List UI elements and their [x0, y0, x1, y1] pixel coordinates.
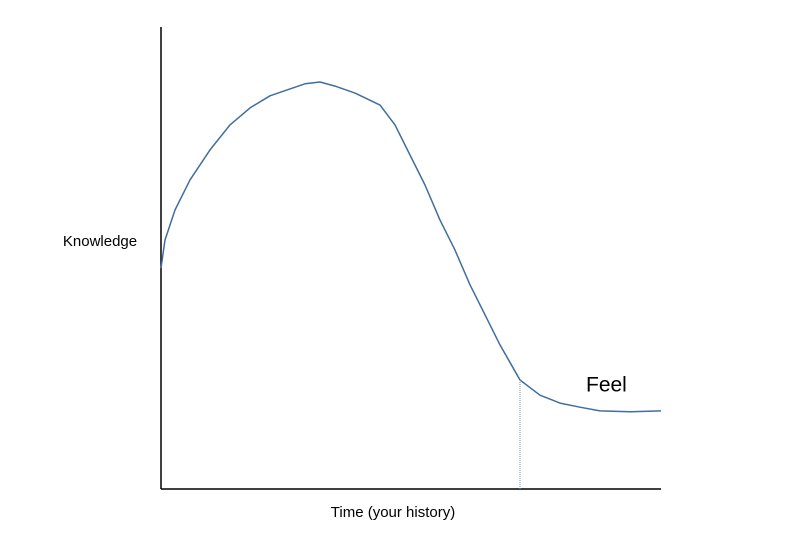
- x-axis-label: Time (your history): [331, 504, 455, 521]
- data-line: [160, 81, 662, 413]
- annotation: Feel: [586, 374, 627, 397]
- y-axis-label: Knowledge: [63, 233, 137, 250]
